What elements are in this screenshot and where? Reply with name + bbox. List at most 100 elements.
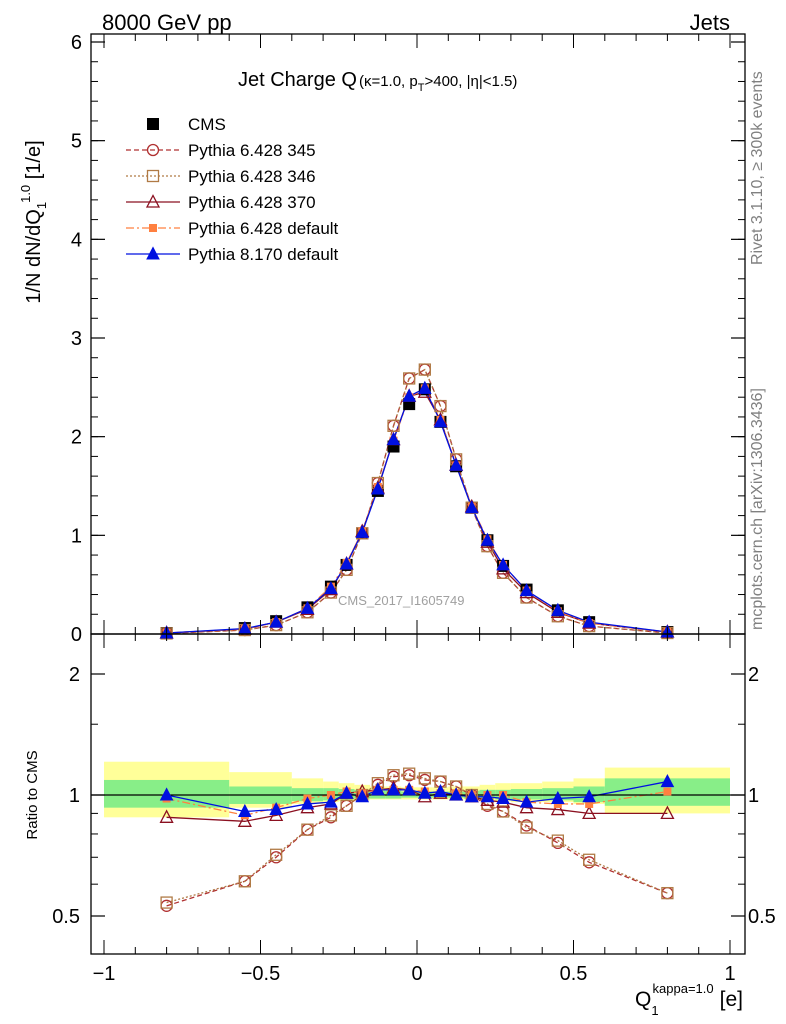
ratio-y-tick-label: 2 bbox=[69, 664, 80, 686]
x-axis-label: Q1 kappa=1.0 [e] bbox=[635, 981, 743, 1018]
ratio-data-point bbox=[520, 821, 533, 834]
ratio-data-point bbox=[301, 823, 314, 836]
ratio-data-point bbox=[660, 805, 675, 820]
chart-title-subscript: T bbox=[418, 82, 425, 94]
main-data-point bbox=[269, 614, 283, 628]
legend-label: Pythia 8.170 default bbox=[188, 245, 339, 264]
ratio-y-tick-label: 1 bbox=[69, 785, 80, 807]
main-data-point bbox=[402, 388, 416, 402]
ratio-data-point bbox=[449, 787, 463, 801]
y-axis-label: 1/N dN/dQ11.0 [1/e] bbox=[18, 140, 49, 303]
ratio-data-point bbox=[403, 767, 416, 780]
ratio-data-point bbox=[324, 809, 338, 822]
main-data-point bbox=[480, 532, 495, 546]
legend-marker bbox=[147, 118, 159, 130]
legend-label: CMS bbox=[188, 115, 226, 134]
ratio-data-point bbox=[159, 809, 174, 823]
mcplots-label: mcplots.cern.ch [arXiv:1306.3436] bbox=[749, 388, 766, 630]
energy-label: 8000 GeV pp bbox=[102, 10, 232, 35]
x-axis-label-sup: kappa=1.0 bbox=[653, 981, 714, 996]
ratio-series-line bbox=[166, 773, 668, 904]
ratio-data-point bbox=[160, 896, 173, 909]
ratio-data-point bbox=[496, 805, 510, 818]
ratio-y-tick-label-right: 0.5 bbox=[748, 906, 776, 928]
rivet-version-label: Rivet 3.1.10, ≥ 300k events bbox=[749, 71, 766, 265]
main-data-point bbox=[449, 457, 463, 471]
y-tick-label: 5 bbox=[71, 131, 82, 153]
ratio-y-axis-label: Ratio to CMS bbox=[24, 750, 41, 839]
main-data-point bbox=[339, 556, 354, 570]
ratio-y-tick-label: 0.5 bbox=[52, 906, 80, 928]
ratio-data-point bbox=[663, 787, 672, 796]
legend-label: Pythia 6.428 default bbox=[188, 219, 339, 238]
ratio-data-point bbox=[418, 772, 431, 785]
ratio-data-point bbox=[551, 790, 565, 805]
band-inner-segment bbox=[510, 788, 543, 800]
y-tick-label: 4 bbox=[71, 229, 82, 251]
chart-title: Jet Charge Q (κ=1.0, pT>400, |η|<1.5) bbox=[238, 69, 517, 94]
ratio-data-point bbox=[660, 773, 675, 788]
chart-title-sub-end: >400, |η|<1.5) bbox=[424, 73, 517, 90]
y-tick-label: 0 bbox=[71, 624, 82, 646]
ratio-data-point bbox=[386, 782, 401, 796]
main-data-point bbox=[519, 583, 534, 597]
ratio-series-line bbox=[166, 774, 668, 907]
ratio-data-point bbox=[371, 782, 385, 796]
y-tick-label: 3 bbox=[71, 328, 82, 350]
legend-marker bbox=[146, 143, 160, 157]
ratio-data-point bbox=[238, 803, 252, 817]
svg-text:1/N dN/dQ11.0 [1/e]: 1/N dN/dQ11.0 [1/e] bbox=[18, 140, 49, 303]
ratio-panel-frame bbox=[90, 633, 746, 955]
y-tick-label: 1 bbox=[71, 525, 82, 547]
ratio-data-point bbox=[496, 790, 510, 805]
ratio-data-point bbox=[269, 801, 283, 816]
main-data-point bbox=[371, 481, 385, 495]
main-data-point bbox=[496, 557, 510, 571]
ratio-data-point bbox=[582, 805, 597, 820]
ratio-data-point bbox=[433, 783, 448, 798]
x-tick-label: −0.5 bbox=[241, 963, 280, 985]
x-tick-label: −1 bbox=[93, 963, 116, 985]
main-data-point bbox=[300, 600, 315, 614]
ratio-data-point bbox=[355, 789, 370, 803]
ratio-y-tick-label-right: 2 bbox=[748, 664, 759, 686]
main-data-point bbox=[386, 432, 401, 446]
ratio-data-point bbox=[238, 875, 252, 888]
ratio-data-point bbox=[464, 789, 479, 803]
ratio-data-point bbox=[402, 782, 416, 796]
legend-marker bbox=[149, 224, 157, 232]
main-data-point bbox=[434, 399, 447, 413]
x-axis-label-unit: [e] bbox=[720, 988, 743, 1011]
ratio-data-point bbox=[237, 813, 252, 827]
ratio-data-point bbox=[661, 886, 674, 900]
legend-label: Pythia 6.428 345 bbox=[188, 141, 316, 160]
ratio-data-point bbox=[159, 787, 174, 801]
legend-label: Pythia 6.428 370 bbox=[188, 193, 316, 212]
ratio-data-point bbox=[418, 785, 432, 799]
x-axis-label-main: Q bbox=[635, 988, 651, 1011]
main-data-point bbox=[418, 380, 432, 394]
legend: CMS Pythia 6.428 345 Pythia 6.428 346 Pythi… bbox=[126, 115, 339, 264]
ratio-data-point bbox=[661, 886, 674, 900]
main-panel-markers bbox=[159, 363, 675, 640]
ratio-uncertainty-bands bbox=[104, 761, 730, 818]
legend-marker bbox=[146, 169, 160, 183]
legend-marker bbox=[145, 194, 161, 208]
ratio-data-point bbox=[551, 834, 564, 847]
main-data-point bbox=[324, 581, 338, 595]
legend-label: Pythia 6.428 346 bbox=[188, 167, 316, 186]
ratio-data-point bbox=[550, 801, 565, 816]
ratio-data-point bbox=[480, 789, 495, 803]
x-tick-label: 0.5 bbox=[560, 963, 588, 985]
x-tick-label: 0 bbox=[411, 963, 422, 985]
process-label: Jets bbox=[690, 10, 730, 35]
ratio-panel-markers bbox=[159, 767, 675, 912]
main-data-point bbox=[403, 372, 416, 385]
legend-marker bbox=[146, 246, 160, 260]
ratio-data-point bbox=[340, 799, 353, 812]
ratio-data-point bbox=[300, 796, 315, 810]
main-data-point bbox=[551, 602, 565, 616]
main-data-point bbox=[582, 614, 596, 628]
ratio-data-point bbox=[339, 785, 354, 799]
